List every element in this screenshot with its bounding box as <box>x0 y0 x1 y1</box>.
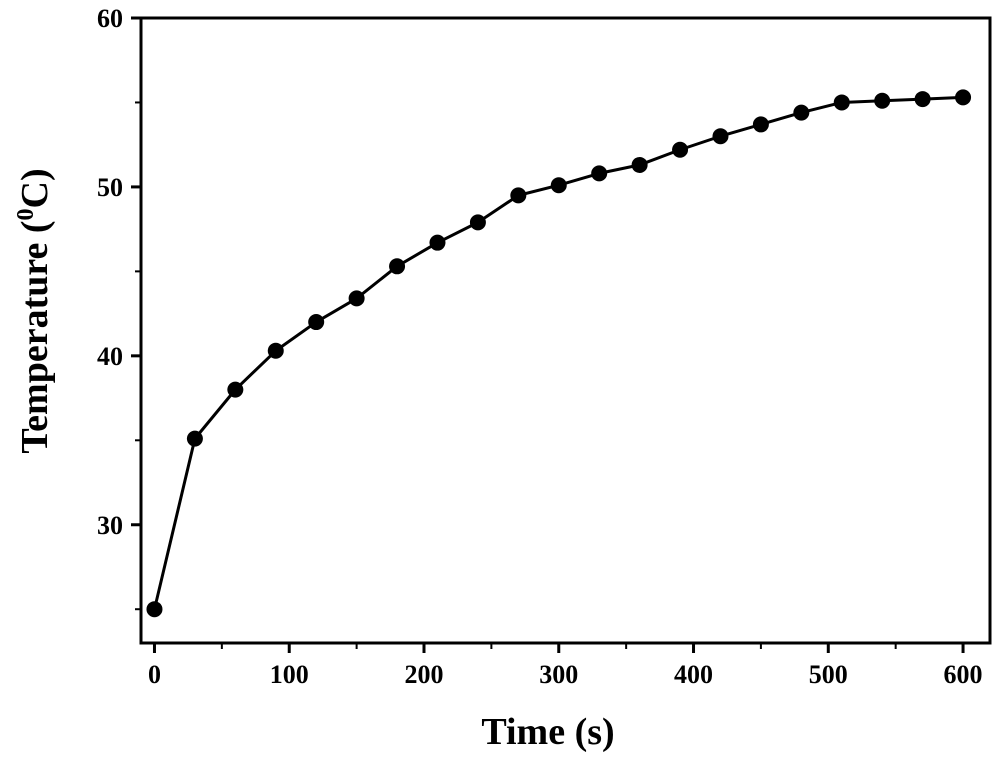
data-point <box>874 92 891 109</box>
y-tick-label: 60 <box>97 4 123 33</box>
y-axis-title-unit: C) <box>14 168 56 208</box>
data-point <box>914 91 931 108</box>
data-point <box>348 290 365 307</box>
data-point <box>793 104 810 121</box>
data-point <box>186 430 203 447</box>
y-axis-title-main: Temperature ( <box>14 220 56 453</box>
data-point <box>429 234 446 251</box>
y-axis-title: Temperature (0C) <box>13 168 56 453</box>
x-axis-title: Time (s) <box>481 711 614 753</box>
y-tick-label: 30 <box>97 511 123 540</box>
y-axis-title-superscript: 0 <box>13 208 39 220</box>
x-tick-label: 400 <box>674 660 713 689</box>
data-series <box>146 89 972 618</box>
data-point <box>469 214 486 231</box>
tick-labels: 0 100 200 300 400 500 600 30 40 50 60 <box>97 4 983 689</box>
data-point <box>712 128 729 145</box>
data-point <box>510 187 527 204</box>
data-point <box>267 342 284 359</box>
y-tick-label: 50 <box>97 173 123 202</box>
x-tick-label: 100 <box>270 660 309 689</box>
data-point <box>672 141 689 158</box>
data-point <box>631 156 648 173</box>
x-tick-label: 200 <box>405 660 444 689</box>
data-point <box>227 381 244 398</box>
axis-ticks <box>131 16 965 653</box>
data-point <box>550 177 567 194</box>
data-point <box>955 89 972 106</box>
x-tick-label: 600 <box>944 660 983 689</box>
data-point <box>752 116 769 133</box>
data-point <box>308 314 325 331</box>
data-point <box>146 601 163 618</box>
data-point <box>389 258 406 275</box>
plot-frame <box>139 16 992 645</box>
x-tick-label: 500 <box>809 660 848 689</box>
data-point <box>833 94 850 111</box>
data-point <box>591 165 608 182</box>
x-tick-label: 300 <box>539 660 578 689</box>
x-tick-label: 0 <box>148 660 161 689</box>
y-tick-label: 40 <box>97 342 123 371</box>
